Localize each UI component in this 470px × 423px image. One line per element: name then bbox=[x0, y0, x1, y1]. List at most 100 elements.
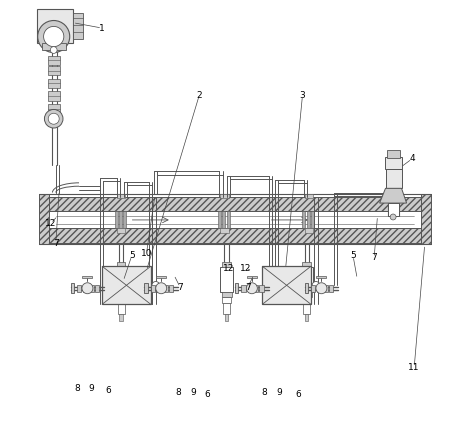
Bar bbox=[225, 313, 228, 321]
Bar bbox=[317, 285, 321, 291]
Circle shape bbox=[246, 283, 258, 294]
Text: 10: 10 bbox=[141, 249, 152, 258]
Bar bbox=[39, 194, 49, 244]
Bar bbox=[220, 228, 229, 233]
Bar bbox=[118, 303, 125, 313]
Bar bbox=[119, 313, 123, 321]
Text: 12: 12 bbox=[240, 264, 251, 273]
Bar bbox=[222, 297, 231, 303]
Circle shape bbox=[44, 26, 64, 47]
Bar bbox=[218, 212, 221, 228]
Text: 6: 6 bbox=[106, 386, 111, 395]
Bar bbox=[117, 194, 125, 198]
Bar bbox=[384, 157, 402, 169]
Bar bbox=[119, 212, 122, 228]
Text: 3: 3 bbox=[299, 91, 306, 100]
Bar bbox=[323, 285, 328, 291]
Bar bbox=[115, 212, 118, 228]
Bar bbox=[220, 267, 233, 292]
Bar bbox=[329, 285, 333, 291]
Bar bbox=[302, 292, 312, 297]
Text: 8: 8 bbox=[175, 388, 181, 397]
Bar bbox=[48, 104, 60, 113]
Bar bbox=[144, 283, 148, 293]
Circle shape bbox=[316, 283, 327, 294]
Bar bbox=[156, 276, 166, 278]
Text: 2: 2 bbox=[196, 91, 202, 100]
Bar bbox=[151, 285, 155, 291]
Text: 7: 7 bbox=[177, 283, 183, 292]
Bar bbox=[73, 14, 83, 38]
Bar bbox=[305, 228, 313, 233]
Bar bbox=[235, 283, 238, 293]
Bar bbox=[123, 212, 126, 228]
Bar bbox=[387, 150, 400, 157]
Bar bbox=[223, 303, 230, 313]
Bar bbox=[303, 262, 311, 267]
Text: 12: 12 bbox=[223, 264, 235, 273]
Bar bbox=[305, 313, 308, 321]
Bar bbox=[82, 276, 93, 278]
Text: 1: 1 bbox=[99, 24, 105, 33]
Bar bbox=[48, 79, 60, 88]
Text: 7: 7 bbox=[371, 253, 377, 262]
Text: 9: 9 bbox=[276, 388, 282, 397]
Bar bbox=[385, 169, 401, 188]
Bar bbox=[117, 262, 125, 267]
Bar bbox=[241, 285, 245, 291]
Text: 12: 12 bbox=[45, 219, 56, 228]
Circle shape bbox=[390, 214, 396, 220]
Bar bbox=[222, 212, 225, 228]
Text: 9: 9 bbox=[88, 384, 94, 393]
Text: 6: 6 bbox=[205, 390, 211, 399]
Bar bbox=[388, 203, 399, 216]
Text: 5: 5 bbox=[350, 251, 356, 260]
Bar bbox=[259, 285, 264, 291]
Bar bbox=[42, 43, 65, 50]
Bar bbox=[262, 266, 311, 304]
Text: 7: 7 bbox=[245, 283, 251, 292]
Bar bbox=[305, 194, 313, 198]
Bar bbox=[47, 197, 423, 212]
Circle shape bbox=[38, 20, 70, 52]
Text: 5: 5 bbox=[129, 251, 134, 260]
Bar bbox=[305, 283, 308, 293]
Bar bbox=[300, 267, 313, 292]
Bar bbox=[311, 285, 315, 291]
Text: 8: 8 bbox=[74, 384, 80, 393]
Polygon shape bbox=[380, 188, 407, 203]
Bar bbox=[311, 212, 314, 228]
Bar bbox=[47, 212, 423, 228]
Text: 7: 7 bbox=[53, 239, 59, 247]
Bar bbox=[83, 285, 87, 291]
Bar bbox=[115, 267, 127, 292]
Bar bbox=[102, 266, 151, 304]
Bar bbox=[303, 297, 311, 303]
Bar bbox=[77, 285, 81, 291]
Circle shape bbox=[48, 113, 59, 124]
Circle shape bbox=[312, 281, 320, 289]
Bar bbox=[117, 228, 125, 233]
Circle shape bbox=[156, 283, 167, 294]
Bar bbox=[48, 66, 60, 75]
Circle shape bbox=[152, 281, 159, 289]
Bar bbox=[157, 285, 161, 291]
Text: 11: 11 bbox=[408, 363, 420, 372]
Bar bbox=[70, 283, 74, 293]
Bar bbox=[221, 292, 232, 297]
Bar bbox=[306, 212, 310, 228]
Text: 8: 8 bbox=[262, 388, 267, 397]
Bar bbox=[421, 194, 431, 244]
Bar bbox=[247, 276, 257, 278]
Bar bbox=[303, 303, 310, 313]
Bar bbox=[303, 212, 306, 228]
Bar bbox=[47, 228, 423, 243]
Text: 9: 9 bbox=[190, 388, 196, 397]
Bar bbox=[90, 285, 94, 291]
Bar bbox=[95, 285, 99, 291]
Bar bbox=[316, 276, 327, 278]
Bar bbox=[48, 91, 60, 101]
Circle shape bbox=[82, 283, 93, 294]
Bar bbox=[220, 194, 229, 198]
Bar bbox=[169, 285, 173, 291]
